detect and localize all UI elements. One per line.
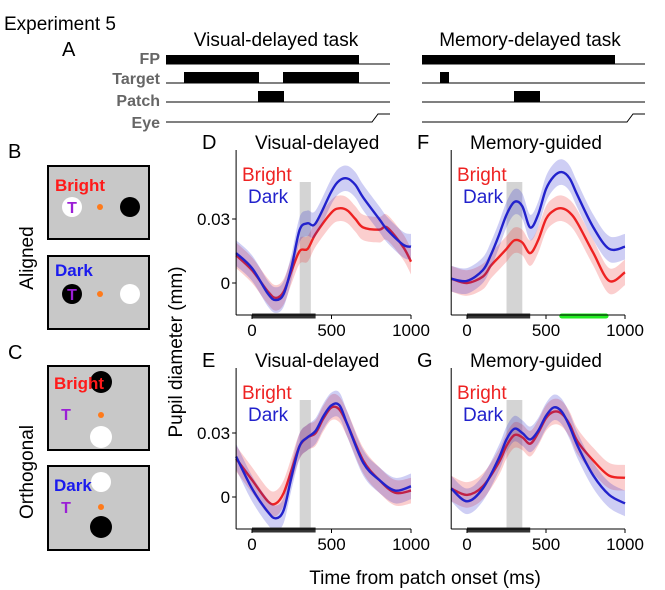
legend-dark: Dark: [248, 187, 289, 208]
analysis-window: [299, 182, 311, 315]
stim-word-bright-aligned: Bright: [55, 176, 105, 195]
panel-letter-e: E: [202, 350, 215, 372]
y-tick-label: 0.03: [197, 424, 230, 443]
white-patch: [120, 284, 140, 304]
chart-title: Memory-guided: [470, 351, 602, 372]
timeline-label-fp: FP: [140, 51, 161, 68]
series-line-dark: [235, 177, 412, 302]
panel-letter-f: F: [417, 132, 429, 154]
fixation-point: [97, 291, 103, 297]
target-letter: T: [61, 407, 71, 424]
fixation-point: [98, 504, 104, 510]
legend-bright: Bright: [457, 165, 507, 186]
x-tick-label: 0: [247, 535, 256, 554]
y-tick-label: 0: [221, 488, 230, 507]
memory-task-timeline: [422, 55, 645, 123]
white-patch: [90, 426, 112, 448]
chart-title: Visual-delayed: [255, 133, 379, 154]
black-patch: [120, 197, 140, 217]
stim-orthogonal-dark: Dark T: [47, 465, 150, 551]
x-tick-label: 0: [462, 535, 471, 554]
panel-letter-d: D: [202, 132, 216, 154]
target-letter: T: [61, 500, 71, 517]
stim-orthogonal-bright: Bright T: [47, 365, 150, 451]
timeline-label-patch: Patch: [116, 93, 160, 110]
black-patch: [90, 371, 112, 393]
timeline-label-target: Target: [112, 71, 160, 88]
x-tick-label: 0: [462, 321, 471, 340]
legend-dark: Dark: [463, 405, 504, 426]
confidence-band-bright: [236, 195, 411, 311]
analysis-window: [299, 400, 311, 529]
x-tick-label: 500: [317, 535, 345, 554]
panel-letter-g: G: [417, 350, 433, 372]
chart-title: Visual-delayed: [255, 351, 379, 372]
stim-aligned-dark: Dark T: [47, 255, 150, 330]
black-patch: [62, 284, 82, 304]
fixation-point: [97, 204, 103, 210]
series-line-dark: [235, 402, 412, 520]
x-tick-label: 1000: [606, 321, 644, 340]
confidence-band-dark: [451, 394, 625, 517]
visual-task-timeline: [166, 55, 390, 123]
x-axis-label: Time from patch onset (ms): [309, 568, 541, 589]
x-tick-label: 1000: [392, 321, 430, 340]
x-tick-label: 0: [247, 321, 256, 340]
legend-bright: Bright: [242, 165, 292, 186]
timeline-label-eye: Eye: [132, 115, 161, 132]
white-patch: [91, 472, 111, 492]
timeline-title-memory: Memory-delayed task: [439, 30, 621, 51]
stim-word-dark-orthogonal: Dark: [54, 476, 92, 495]
legend-dark: Dark: [463, 187, 504, 208]
series-line-bright: [450, 207, 626, 285]
x-tick-label: 500: [532, 535, 560, 554]
analysis-window: [506, 182, 523, 315]
legend-dark: Dark: [248, 405, 289, 426]
target-letter: T: [67, 287, 77, 304]
y-tick-label: 0.03: [197, 210, 230, 229]
legend-bright: Bright: [242, 383, 292, 404]
condition-label-aligned: Aligned: [17, 226, 38, 289]
legend-bright: Bright: [457, 383, 507, 404]
experiment-title: Experiment 5: [4, 14, 116, 35]
y-axis-label: Pupil diameter (mm): [166, 266, 187, 437]
series-line-bright: [235, 207, 413, 300]
stim-word-bright-orthogonal: Bright: [54, 374, 104, 393]
fixation-point: [98, 412, 104, 418]
target-letter: T: [67, 200, 77, 217]
x-tick-label: 1000: [392, 535, 430, 554]
panel-letter-a: A: [62, 39, 76, 61]
chart-title: Memory-guided: [470, 133, 602, 154]
x-tick-label: 500: [532, 321, 560, 340]
confidence-band-bright: [451, 195, 625, 296]
series-line-dark: [450, 406, 626, 505]
panel-letter-b: B: [8, 141, 21, 163]
confidence-band-bright: [451, 398, 625, 508]
stim-word-dark-aligned: Dark: [55, 261, 93, 280]
condition-label-orthogonal: Orthogonal: [17, 425, 38, 519]
y-tick-label: 0: [221, 274, 230, 293]
confidence-band-dark: [451, 159, 625, 295]
stim-aligned-bright: Bright T: [47, 165, 150, 240]
black-patch: [90, 516, 112, 538]
series-line-dark: [450, 170, 626, 283]
panel-letter-c: C: [8, 342, 22, 364]
x-tick-label: 500: [317, 321, 345, 340]
confidence-band-dark: [236, 390, 411, 532]
white-patch: [62, 197, 82, 217]
timeline-title-visual: Visual-delayed task: [194, 30, 359, 51]
x-tick-label: 1000: [606, 535, 644, 554]
